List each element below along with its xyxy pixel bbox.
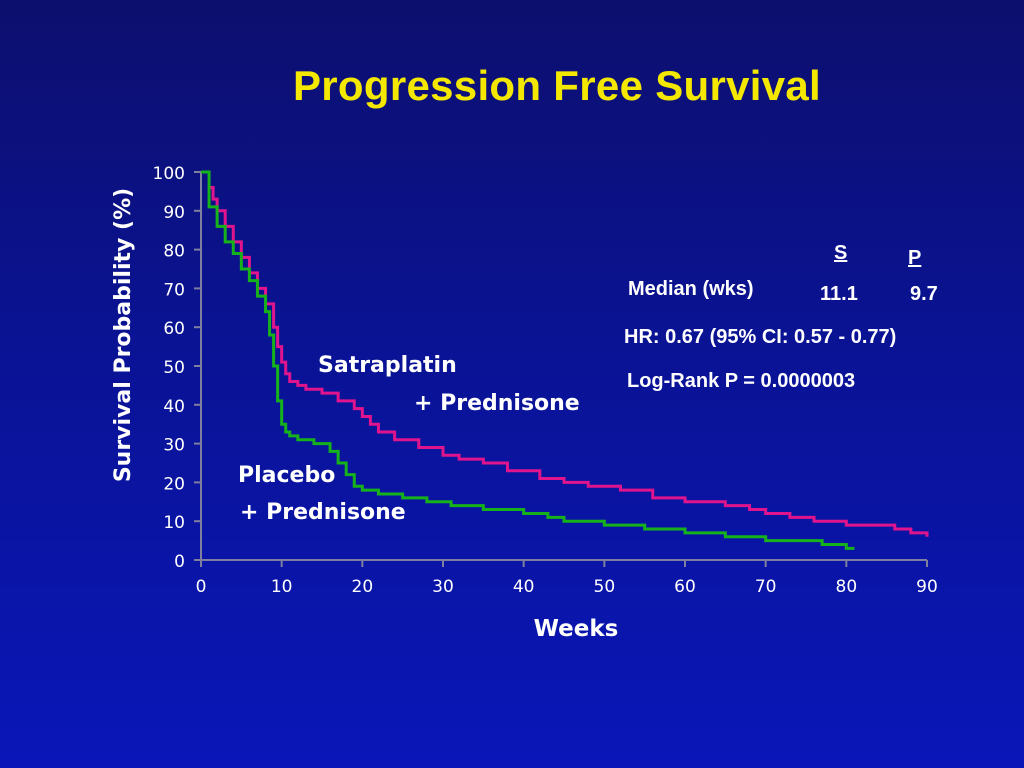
y-tick-label: 20: [163, 474, 185, 494]
y-tick-label: 40: [163, 397, 185, 417]
y-tick-label: 90: [163, 203, 185, 223]
column-header-p: P: [908, 247, 922, 269]
ticks: 0 10 20 30 40 50 60 70 80 90 100 0 10 20 30 40 50 60 70 80 9…: [153, 164, 938, 597]
y-tick-label: 0: [174, 552, 185, 572]
x-axis-label: Weeks: [534, 616, 619, 642]
x-tick-label: 90: [916, 577, 938, 597]
y-tick-label: 50: [163, 358, 185, 378]
x-tick-label: 60: [674, 577, 696, 597]
satraplatin-curve: [209, 186, 929, 537]
median-value-s: 11.1: [820, 283, 858, 305]
chart-title: Progression Free Survival: [292, 62, 822, 109]
median-label: Median (wks): [628, 278, 754, 300]
x-tick-label: 70: [755, 577, 777, 597]
x-tick-label: 40: [513, 577, 535, 597]
x-tick-label: 20: [352, 577, 374, 597]
placebo-label-line1: Placebo: [238, 463, 336, 488]
y-tick-label: 80: [163, 242, 185, 262]
x-tick-label: 0: [196, 577, 207, 597]
curves: [201, 170, 929, 550]
median-value-p: 9.7: [910, 283, 938, 305]
x-tick-label: 50: [594, 577, 616, 597]
y-tick-label: 60: [163, 319, 185, 339]
column-header-s: S: [834, 242, 848, 264]
satraplatin-label-line1: Satraplatin: [318, 353, 457, 378]
placebo-label-line2: + Prednisone: [240, 500, 406, 525]
y-axis-label: Survival Probability (%): [111, 188, 136, 482]
y-tick-label: 10: [163, 513, 185, 533]
x-tick-label: 10: [271, 577, 293, 597]
hazard-ratio-text: HR: 0.67 (95% CI: 0.57 - 0.77): [624, 326, 897, 348]
x-tick-label: 80: [836, 577, 858, 597]
y-tick-label: 70: [163, 280, 185, 300]
satraplatin-label-line2: + Prednisone: [414, 391, 580, 416]
x-tick-label: 30: [432, 577, 454, 597]
y-tick-label: 30: [163, 436, 185, 456]
placebo-curve: [201, 170, 855, 550]
y-tick-label: 100: [153, 164, 185, 184]
log-rank-text: Log-Rank P = 0.0000003: [627, 370, 856, 392]
